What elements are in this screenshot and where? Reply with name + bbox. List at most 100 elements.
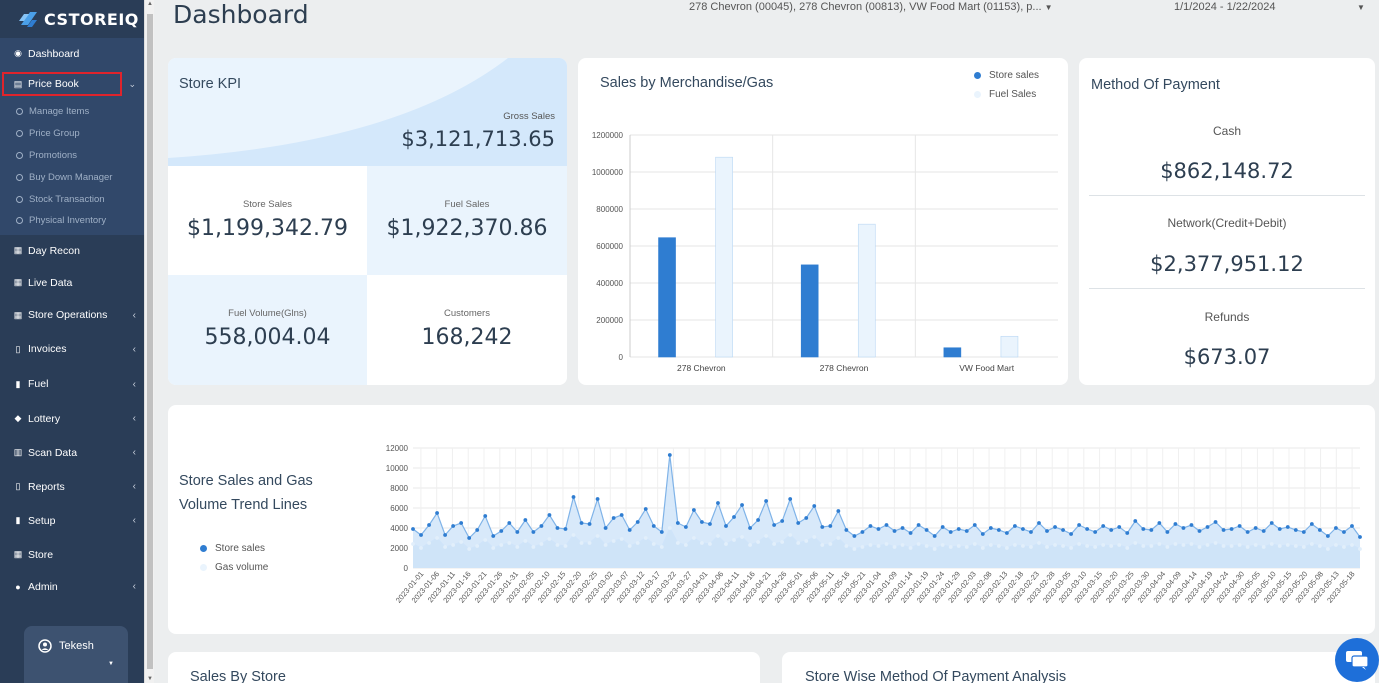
fuel-volume-label: Fuel Volume(Glns) [228,308,307,319]
store-sales-point [756,518,760,522]
caret-down-icon[interactable]: ▼ [1357,3,1365,12]
store-sales-point [1205,525,1210,529]
sidebar-item-admin[interactable]: ● Admin ‹ [0,572,144,602]
date-range-picker[interactable]: 1/1/2024 - 1/22/2024 [1174,1,1276,13]
gas-volume-point [1029,545,1033,549]
gas-volume-point [932,547,937,551]
gas-volume-point [1101,543,1106,547]
submenu-item-buy-down-manager[interactable]: Buy Down Manager [0,166,144,188]
store-sales-point [475,528,480,532]
user-icon: ● [15,581,21,592]
sidebar-item-fuel[interactable]: ▮ Fuel ‹ [0,367,144,402]
store-sales-point [539,524,544,528]
gas-volume-point [820,543,825,547]
submenu-item-physical-inventory[interactable]: Physical Inventory [0,210,144,232]
gas-volume-point [515,545,520,549]
legend-item[interactable]: Gas volume [200,562,268,573]
user-menu[interactable]: Tekesh ▼ [24,626,128,683]
gas-volume-point [1077,542,1082,546]
sidebar-item-store-operations[interactable]: ▦ Store Operations ‹ [0,299,144,332]
gas-volume-point [724,542,728,546]
gas-volume-point [1013,543,1017,547]
y-tick-label: 400000 [596,279,623,288]
legend-item[interactable]: Store sales [200,543,265,554]
refunds-label: Refunds [1204,310,1250,324]
store-sales-point [860,530,865,534]
network-value: $2,377,951.12 [1150,252,1304,276]
submenu-item-promotions[interactable]: Promotions [0,145,144,167]
sidebar-item-label: Lottery [28,412,61,425]
store-sales-point [788,497,793,501]
chat-icon [1346,651,1369,670]
sidebar-item-lottery[interactable]: ◆ Lottery ‹ [0,402,144,436]
brand[interactable]: CSTOREIQ [0,0,144,38]
document-icon: ▯ [15,343,21,354]
gas-volume-point [675,541,680,545]
submenu-item-label: Promotions [29,149,78,161]
sidebar-item-reports[interactable]: ▯ Reports ‹ [0,470,144,504]
store-sales-point [1029,530,1033,534]
bar [857,223,876,358]
page-title: Dashboard [173,0,309,29]
chevron-left-icon: ‹ [132,581,136,593]
gas-volume-point [972,542,977,546]
gas-volume-point [772,542,777,546]
gas-volume-point [1350,543,1354,547]
store-sales-point [1157,521,1162,525]
store-sales-point [812,504,817,508]
submenu-item-manage-items[interactable]: Manage Items [0,101,144,123]
legend-item[interactable]: Fuel Sales [974,89,1036,100]
gas-volume-point [1253,543,1258,547]
submenu-item-stock-transaction[interactable]: Stock Transaction [0,188,144,210]
gas-volume-point [1269,542,1274,546]
gas-volume-point [924,544,929,548]
sidebar-item-label: Reports [28,480,65,493]
sidebar-item-setup[interactable]: ▮ Setup ‹ [0,504,144,538]
sidebar-item-dashboard[interactable]: ◉ Dashboard [0,38,144,69]
sidebar-scrollbar[interactable]: ▲ ▼ [144,0,154,683]
store-sales-point [836,509,841,513]
chevron-down-icon[interactable]: ⌄ [128,78,136,89]
store-sales-point [876,527,881,531]
scrollbar-thumb[interactable] [147,14,153,669]
card-title: Method Of Payment [1091,77,1220,93]
gas-volume-point [451,543,456,547]
gas-volume-point [491,546,496,550]
store-kpi-card: Store KPI Gross Sales $3,121,713.65 Stor… [168,58,567,385]
card-title-line: Store Sales and Gas [179,473,313,489]
bar [1000,335,1019,358]
store-sales-label: Store Sales [242,199,293,210]
store-sales-point [627,528,632,532]
store-sales-point [619,513,624,517]
submenu-item-price-group[interactable]: Price Group [0,123,144,145]
sidebar-item-scan-data[interactable]: ▥ Scan Data ‹ [0,436,144,470]
gas-volume-point [1277,544,1282,548]
sidebar-item-store[interactable]: ▦ Store [0,538,144,572]
store-sales-point [1189,523,1194,527]
gas-volume-point [876,544,881,548]
sidebar-item-label: Dashboard [28,47,80,60]
legend-label: Store sales [215,543,266,554]
chevron-left-icon: ‹ [132,343,136,355]
store-sales-point [1109,528,1114,532]
legend-item[interactable]: Store sales [974,70,1039,81]
sidebar-item-live-data[interactable]: ▦ Live Data [0,267,144,299]
scroll-down-icon[interactable]: ▼ [147,676,153,682]
store-sales-point [996,528,1001,532]
y-tick-label: 2000 [390,544,408,553]
store-sales-point [868,524,873,528]
scroll-up-icon[interactable]: ▲ [147,1,153,7]
chat-button[interactable] [1335,638,1379,682]
store-sales-point [1101,524,1106,528]
y-tick-label: 1000000 [592,168,624,177]
gas-volume-point [1157,542,1162,546]
store-sales-point [948,530,953,534]
sidebar-item-price-book[interactable]: ▤ Price Book [2,72,122,96]
sidebar-item-invoices[interactable]: ▯ Invoices ‹ [0,332,144,367]
submenu-item-label: Price Group [29,128,80,140]
store-sales-point [1181,526,1186,530]
gas-volume-point [788,533,793,537]
sidebar-item-day-recon[interactable]: ▦ Day Recon [0,235,144,267]
refunds-value: $673.07 [1183,345,1271,369]
store-filter-dropdown[interactable]: 278 Chevron (00045), 278 Chevron (00813)… [689,1,1053,13]
